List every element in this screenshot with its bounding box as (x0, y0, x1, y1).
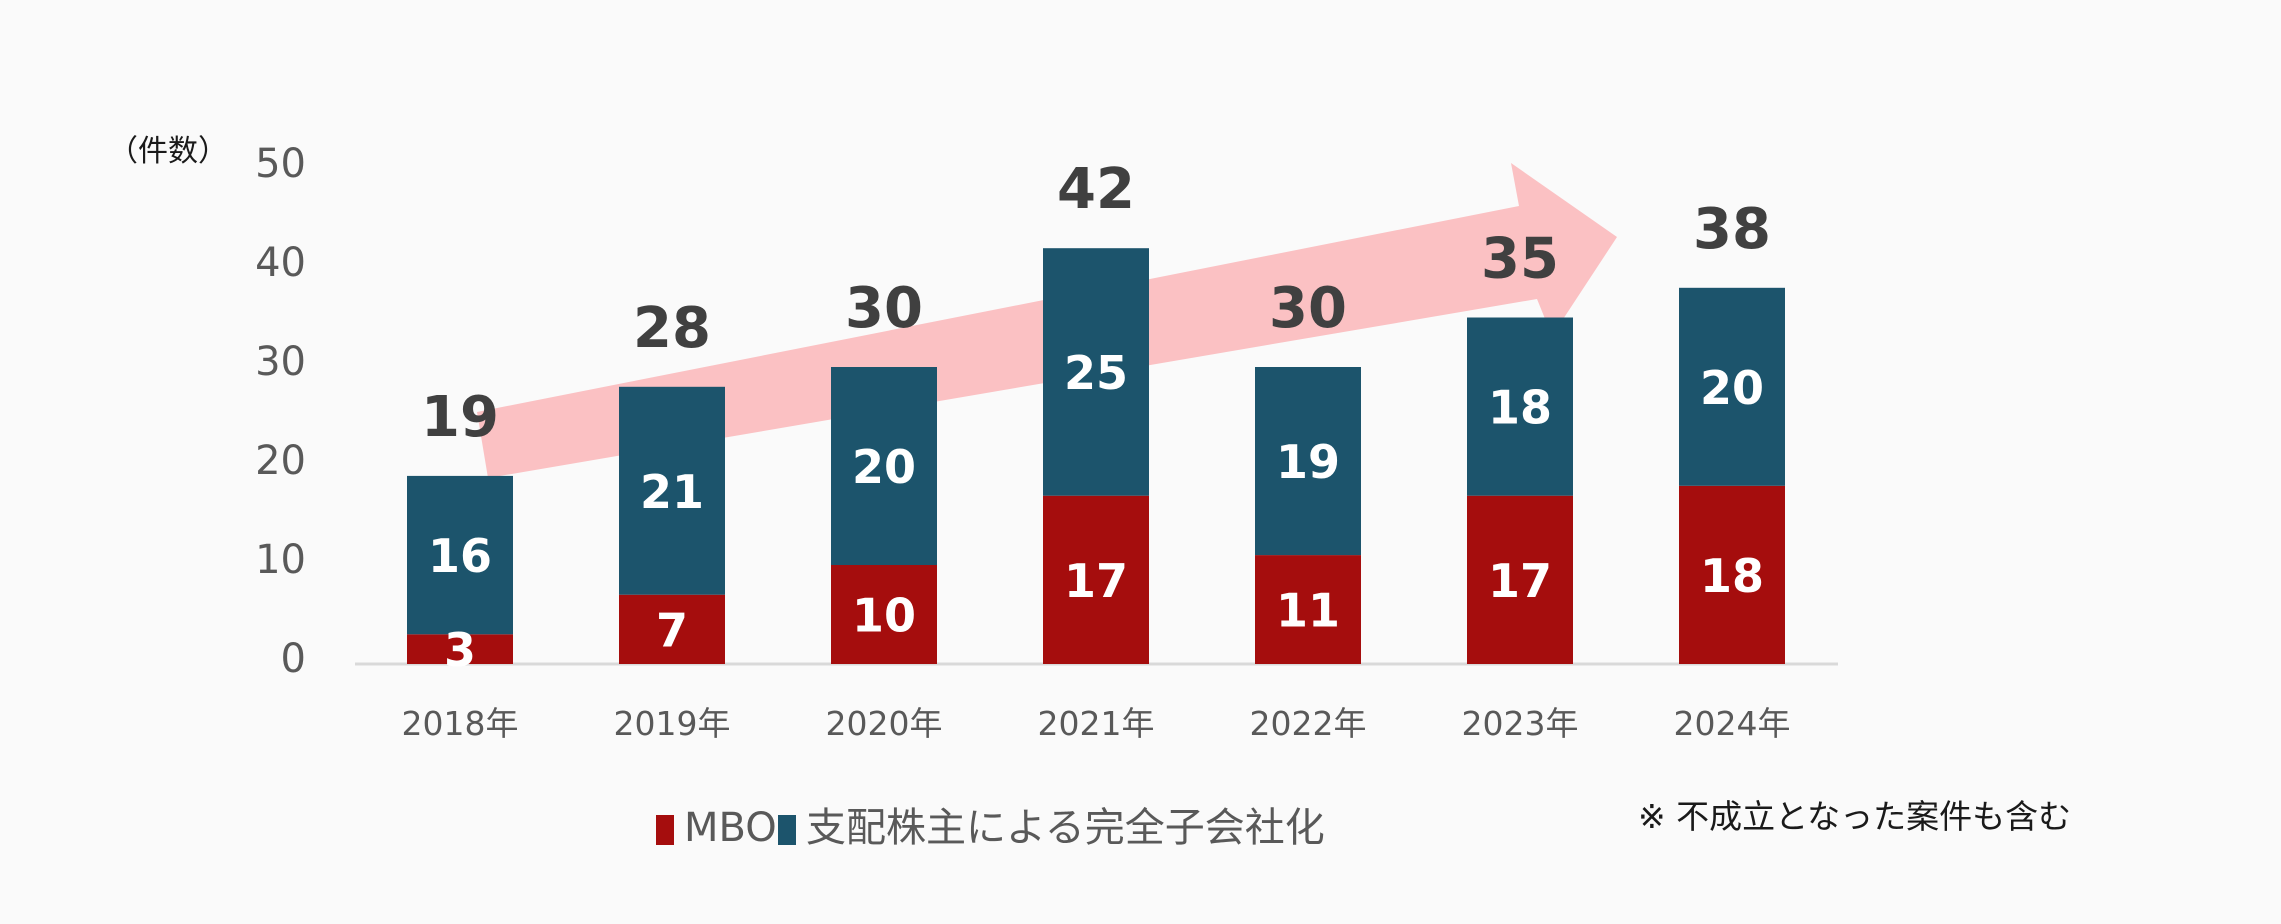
total-value-label: 30 (1269, 276, 1347, 341)
total-value-label: 30 (845, 276, 923, 341)
y-tick-label: 20 (255, 438, 306, 484)
bar-segment-subsidiary (1255, 367, 1361, 556)
y-axis-unit-label: （件数） (108, 134, 228, 169)
y-tick-label: 50 (255, 141, 306, 187)
total-value-label: 35 (1481, 227, 1559, 292)
bar-segment-subsidiary (831, 367, 937, 565)
segment-value-label: 3 (444, 623, 476, 677)
segment-value-label: 19 (1276, 435, 1340, 489)
footnote-annotation: ※ 不成立となった案件も含む (1638, 797, 2071, 836)
bar-segment-mbo (1043, 495, 1149, 664)
y-tick-label: 30 (255, 339, 306, 385)
segment-value-label: 16 (428, 529, 492, 583)
total-value-label: 28 (633, 296, 711, 361)
segment-value-label: 17 (1488, 554, 1552, 608)
bar-segment-subsidiary (1679, 287, 1785, 486)
x-tick-label: 2023年 (1462, 704, 1579, 743)
segment-value-label: 18 (1488, 381, 1552, 435)
segment-value-label: 20 (1700, 361, 1764, 415)
x-tick-label: 2018年 (402, 704, 519, 743)
y-tick-label: 10 (255, 537, 306, 583)
bar-segment-subsidiary (1043, 248, 1149, 496)
bar-segment-mbo (1255, 555, 1361, 664)
legend: MBO 支配株主による完全子会社化 (656, 805, 1325, 851)
legend-swatch-mbo (656, 815, 674, 845)
x-tick-label: 2021年 (1038, 704, 1155, 743)
segment-value-label: 18 (1700, 549, 1764, 603)
x-tick-label: 2020年 (826, 704, 943, 743)
bar-segment-mbo (831, 565, 937, 664)
segment-value-label: 25 (1064, 346, 1128, 400)
total-value-label: 42 (1057, 157, 1135, 222)
x-tick-label: 2022年 (1250, 704, 1367, 743)
y-tick-label: 0 (281, 636, 306, 682)
x-tick-label: 2019年 (614, 704, 731, 743)
segment-value-label: 21 (640, 465, 704, 519)
x-tick-label: 2024年 (1674, 704, 1791, 743)
legend-label-mbo: MBO (684, 805, 777, 851)
bar-segment-mbo (1467, 495, 1573, 664)
segment-value-label: 20 (852, 440, 916, 494)
bar-segment-mbo (619, 594, 725, 664)
segment-value-label: 11 (1276, 584, 1340, 638)
bar-segment-mbo (407, 634, 513, 664)
y-tick-label: 40 (255, 240, 306, 286)
bar-segment-subsidiary (407, 475, 513, 635)
total-value-label: 38 (1693, 197, 1771, 262)
segment-value-label: 10 (852, 589, 916, 643)
legend-swatch-subsidiary (778, 815, 796, 845)
legend-label-subsidiary: 支配株主による完全子会社化 (806, 805, 1325, 851)
segment-value-label: 7 (656, 603, 688, 657)
segment-value-label: 17 (1064, 554, 1128, 608)
bar-segment-subsidiary (1467, 317, 1573, 496)
bar-segment-mbo (1679, 485, 1785, 664)
bar-segment-subsidiary (619, 386, 725, 595)
total-value-label: 19 (421, 385, 499, 450)
